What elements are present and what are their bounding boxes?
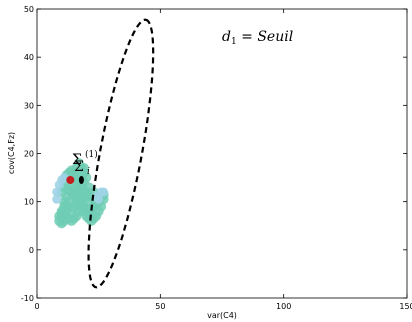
y-tick-label: -10 — [21, 294, 34, 303]
center-red-point — [66, 176, 74, 184]
x-tick-label: 150 — [399, 302, 412, 311]
x-tick-label: 100 — [276, 302, 291, 311]
x-axis-title: var(C4) — [207, 311, 237, 320]
cluster-label-sup: (1) — [85, 149, 98, 160]
cluster-point-light — [99, 188, 108, 197]
y-tick-label: 0 — [29, 246, 34, 255]
y-tick-label: 50 — [24, 5, 34, 14]
center-black-point — [79, 176, 84, 184]
cluster-label-sigma-2: Σ — [74, 159, 84, 175]
threshold-label-d: d — [222, 29, 231, 45]
y-tick-label: 20 — [24, 150, 34, 159]
threshold-label-rest: = Seuil — [237, 29, 293, 45]
y-tick-label: 40 — [24, 53, 34, 62]
cluster-point — [74, 199, 84, 209]
cluster-label-sub: i — [87, 167, 90, 177]
x-tick-label: 50 — [155, 302, 165, 311]
cluster-point-light — [52, 195, 61, 204]
cluster-point — [59, 201, 69, 211]
y-tick-label: 30 — [24, 101, 34, 110]
y-tick-label: 10 — [24, 198, 34, 207]
cluster-point — [57, 218, 67, 228]
x-tick-label: 0 — [34, 302, 39, 311]
y-axis-title: cov(C4,Fz) — [7, 132, 16, 174]
